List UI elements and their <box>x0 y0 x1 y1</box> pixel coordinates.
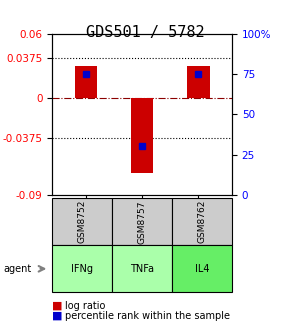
Text: agent: agent <box>3 264 31 274</box>
Text: ■: ■ <box>52 301 63 311</box>
Bar <box>131 98 153 173</box>
Text: GSM8757: GSM8757 <box>137 200 147 244</box>
Text: ■: ■ <box>52 311 63 321</box>
Text: GDS501 / 5782: GDS501 / 5782 <box>86 25 204 40</box>
Bar <box>187 66 210 98</box>
Text: log ratio: log ratio <box>65 301 106 311</box>
Text: percentile rank within the sample: percentile rank within the sample <box>65 311 230 321</box>
Text: IFNg: IFNg <box>71 264 93 274</box>
Bar <box>75 66 97 98</box>
Text: IL4: IL4 <box>195 264 209 274</box>
Text: GSM8752: GSM8752 <box>78 200 87 244</box>
Text: GSM8762: GSM8762 <box>197 200 206 244</box>
Text: TNFa: TNFa <box>130 264 154 274</box>
